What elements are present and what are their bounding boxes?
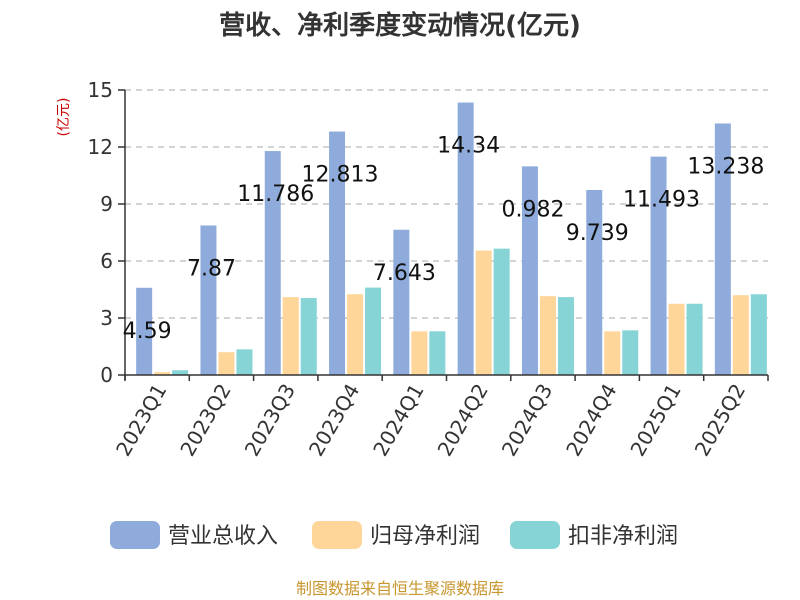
legend: 营业总收入 归母净利润 扣非净利润	[110, 521, 678, 549]
bar	[714, 123, 731, 375]
x-ticks: 2023Q1 2023Q2 2023Q3 2023Q4 2024Q1 2024Q2 2024…	[111, 380, 750, 461]
data-label: 13.238	[687, 154, 764, 179]
y-tick-label: 9	[100, 192, 113, 216]
legend-label: 扣非净利润	[568, 524, 678, 549]
bar	[347, 294, 364, 375]
bar	[264, 151, 281, 375]
grid-lines	[125, 89, 768, 319]
x-tick-label: 2025Q1	[625, 380, 685, 461]
bar	[539, 296, 556, 375]
axes	[124, 90, 769, 381]
bar	[622, 330, 639, 375]
bar	[521, 166, 538, 375]
bar	[300, 298, 317, 375]
y-tick-label: 12	[88, 135, 113, 159]
x-tick-label: 2024Q4	[561, 380, 621, 461]
legend-label: 营业总收入	[168, 524, 278, 549]
y-tick-label: 6	[100, 249, 113, 273]
x-tick-label: 2025Q2	[690, 380, 750, 461]
bar	[393, 229, 410, 375]
y-tick-label: 15	[88, 78, 113, 102]
data-label: 11.786	[237, 182, 314, 207]
bar	[136, 287, 153, 375]
chart-title: 营收、净利季度变动情况(亿元)	[219, 10, 581, 41]
bar	[668, 303, 685, 375]
data-label: 12.813	[302, 163, 379, 188]
bar	[586, 189, 603, 375]
bar	[557, 297, 574, 375]
bar	[411, 331, 428, 375]
bars	[136, 102, 767, 375]
x-tick-label: 2023Q4	[304, 380, 364, 461]
bar	[236, 349, 253, 375]
x-tick-label: 2023Q3	[240, 380, 300, 461]
x-tick-label: 2023Q1	[111, 380, 171, 461]
bar	[750, 294, 767, 375]
legend-swatch	[110, 521, 160, 549]
x-tick-label: 2024Q2	[433, 380, 493, 461]
bar	[650, 156, 667, 375]
bar	[365, 287, 382, 375]
bar	[429, 331, 446, 375]
legend-swatch	[510, 521, 560, 549]
bar	[475, 250, 492, 375]
legend-label: 归母净利润	[370, 524, 480, 549]
bar	[732, 295, 749, 375]
bar	[604, 331, 621, 375]
y-axis-label: (亿元)	[56, 98, 72, 137]
legend-swatch	[312, 521, 362, 549]
data-label: 14.34	[437, 134, 500, 159]
x-tick-label: 2023Q2	[175, 380, 235, 461]
y-ticks: 0 3 6 9 12 15	[88, 78, 125, 387]
bar	[154, 372, 171, 375]
y-tick-label: 3	[100, 306, 113, 330]
data-label: 7.643	[373, 261, 436, 286]
x-tick-label: 2024Q1	[368, 380, 428, 461]
bar	[218, 352, 235, 375]
x-tick-label: 2024Q3	[497, 380, 557, 461]
source-note: 制图数据来自恒生聚源数据库	[296, 579, 504, 598]
bar	[282, 297, 299, 375]
bar	[329, 131, 346, 375]
bar	[493, 248, 510, 375]
y-tick-label: 0	[100, 363, 113, 387]
bar	[200, 225, 217, 375]
bar	[457, 102, 474, 375]
data-label: 7.87	[187, 256, 236, 281]
bar	[686, 303, 703, 375]
data-label: 9.739	[566, 221, 629, 246]
data-label: 4.59	[123, 319, 172, 344]
data-label: 0.982	[501, 197, 564, 222]
data-label: 11.493	[623, 188, 700, 213]
bar	[172, 370, 189, 375]
